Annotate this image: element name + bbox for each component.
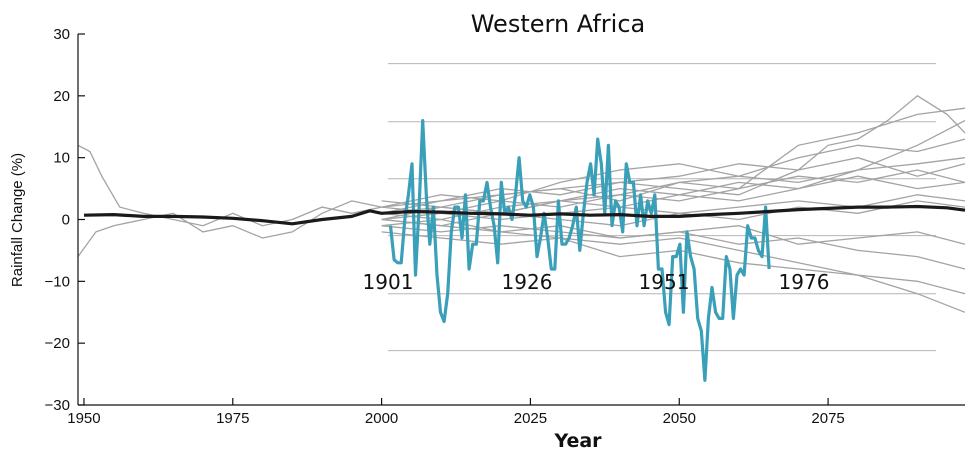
- model-run-line: [381, 218, 966, 245]
- observed-year-label: 1976: [779, 270, 830, 294]
- observed-series: [388, 119, 771, 382]
- y-axis-label: Rainfall Change (%): [9, 153, 26, 287]
- model-run-line: [77, 200, 382, 257]
- x-tick-label: 2075: [811, 410, 844, 427]
- x-tick-label: 1975: [216, 410, 249, 427]
- ensemble-mean-series: [83, 204, 966, 226]
- observed-gridlines: [388, 63, 936, 352]
- x-axis-label: Year: [553, 430, 602, 452]
- model-run-line: [381, 169, 966, 208]
- model-run-line: [381, 120, 966, 221]
- observed-year-label: 1926: [502, 270, 553, 294]
- y-tick-label: 20: [53, 88, 70, 105]
- y-tick-label: 10: [53, 150, 70, 167]
- x-tick-label: 2000: [365, 410, 398, 427]
- model-run-lines: [77, 94, 966, 313]
- x-tick-label: 2025: [514, 410, 547, 427]
- observed-year-label: 1951: [639, 270, 690, 294]
- x-tick-label: 2050: [663, 410, 696, 427]
- model-run-line: [381, 200, 966, 227]
- observed-year-labels: 1901 1926 1951 1976: [363, 270, 830, 294]
- model-run-line: [381, 157, 966, 214]
- y-tick-label: −30: [45, 397, 70, 414]
- model-run-line: [77, 144, 382, 227]
- x-tick-label: 1950: [67, 410, 100, 427]
- y-tick-label: 30: [53, 26, 70, 43]
- y-tick-label: 0: [62, 212, 70, 229]
- observed-series-line: [388, 119, 771, 382]
- model-run-line: [381, 157, 966, 214]
- model-run-line: [381, 94, 966, 208]
- model-run-line: [381, 138, 966, 208]
- model-run-line: [381, 175, 966, 221]
- y-tick-label: −10: [45, 273, 70, 290]
- observed-year-label: 1901: [363, 270, 414, 294]
- chart-title: Western Africa: [471, 10, 646, 38]
- y-tick-label: −20: [45, 335, 70, 352]
- model-run-line: [381, 218, 966, 313]
- ensemble-mean-line: [83, 204, 966, 226]
